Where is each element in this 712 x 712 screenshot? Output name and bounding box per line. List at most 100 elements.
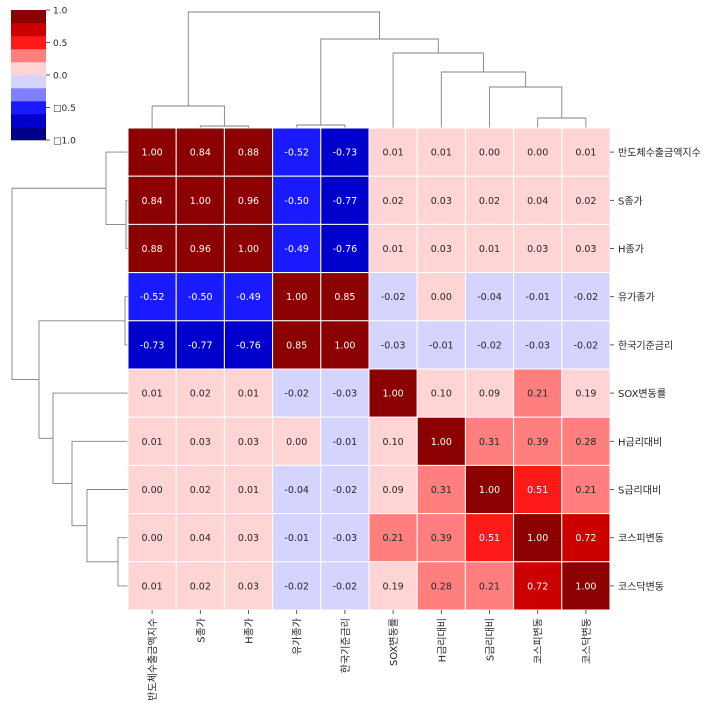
cell-value-label: 0.10 bbox=[431, 389, 452, 400]
cell-value-label: -0.02 bbox=[381, 292, 406, 303]
row-tick-label: H종가 bbox=[618, 244, 644, 256]
row-tick-label: SOX변동률 bbox=[618, 388, 666, 400]
heatmap-cell bbox=[320, 561, 370, 611]
column-dendrogram-link bbox=[320, 38, 439, 125]
cell-value-label: -0.50 bbox=[188, 292, 213, 303]
cell-value-label: 0.28 bbox=[431, 581, 452, 592]
cell-value-label: 0.85 bbox=[286, 340, 307, 351]
heatmap-cell bbox=[320, 223, 370, 274]
cell-value-label: 0.51 bbox=[527, 485, 548, 496]
cell-value-label: 0.96 bbox=[238, 196, 259, 207]
heatmap-cell bbox=[127, 320, 177, 370]
cell-value-label: 0.03 bbox=[431, 196, 452, 207]
column-tick-label: 유가종가 bbox=[292, 618, 304, 655]
cell-value-label: -0.76 bbox=[333, 244, 358, 255]
colorbar-segment bbox=[11, 49, 46, 63]
cell-value-label: -0.03 bbox=[333, 389, 358, 400]
row-tick-label: 한국기준금리 bbox=[618, 340, 673, 352]
cell-value-label: 0.01 bbox=[238, 389, 259, 400]
heatmap-cell bbox=[464, 320, 515, 370]
column-tick-label: S금리대비 bbox=[485, 618, 497, 661]
cell-value-label: -0.76 bbox=[236, 340, 261, 351]
heatmap-cell bbox=[464, 513, 515, 563]
heatmap-cell bbox=[513, 416, 563, 466]
cell-value-label: 0.03 bbox=[575, 244, 596, 255]
colorbar-segment bbox=[11, 23, 46, 37]
cell-value-label: 0.19 bbox=[383, 581, 404, 592]
cell-value-label: 0.88 bbox=[142, 244, 163, 255]
cell-value-label: 0.03 bbox=[190, 437, 211, 448]
heatmap-cell bbox=[561, 127, 611, 177]
colorbar-tick-label: 0.0 bbox=[53, 72, 68, 82]
colorbar-tick-label: 0.5 bbox=[53, 39, 67, 49]
cell-value-label: 0.28 bbox=[575, 437, 596, 448]
cell-value-label: -0.49 bbox=[236, 292, 261, 303]
heatmap-cell bbox=[127, 127, 177, 177]
colorbar-segment bbox=[11, 101, 46, 115]
column-dendrogram-link bbox=[489, 86, 563, 128]
heatmap-cell bbox=[416, 223, 466, 274]
cell-value-label: 0.00 bbox=[142, 533, 163, 544]
column-tick-label: 코스피변동 bbox=[533, 618, 545, 664]
column-dendrogram-link bbox=[537, 117, 587, 128]
cell-value-label: -0.73 bbox=[333, 148, 358, 159]
cell-value-label: -0.01 bbox=[333, 437, 358, 448]
heatmap-cell bbox=[272, 513, 322, 563]
cell-value-label: -0.77 bbox=[188, 340, 213, 351]
cell-value-label: 0.01 bbox=[142, 389, 163, 400]
heatmap-cell bbox=[175, 416, 225, 466]
heatmap-cell bbox=[416, 561, 466, 611]
row-dendrogram-link bbox=[117, 537, 128, 587]
cell-value-label: -0.04 bbox=[477, 292, 502, 303]
heatmap-cell bbox=[464, 223, 515, 274]
row-dendrogram bbox=[11, 151, 128, 587]
cell-value-label: 0.00 bbox=[286, 437, 307, 448]
cell-value-label: 1.00 bbox=[286, 292, 307, 303]
colorbar-segment bbox=[11, 36, 46, 50]
cell-value-label: 0.01 bbox=[383, 244, 404, 255]
cell-value-label: 0.02 bbox=[190, 485, 211, 496]
cell-value-label: 0.31 bbox=[479, 437, 500, 448]
heatmap-cell bbox=[223, 368, 274, 418]
cell-value-label: 0.01 bbox=[142, 437, 163, 448]
row-tick-label: 코스닥변동 bbox=[618, 581, 664, 593]
column-dendrogram-link bbox=[440, 71, 527, 128]
cell-value-label: 0.01 bbox=[431, 148, 452, 159]
heatmap-cell bbox=[561, 272, 611, 322]
heatmap-cell bbox=[175, 223, 225, 274]
heatmap-cell bbox=[272, 561, 322, 611]
heatmap-cell bbox=[368, 464, 418, 515]
column-tick-label: 코스닥변동 bbox=[581, 618, 593, 664]
heatmap-cell bbox=[320, 464, 370, 515]
heatmap-cell bbox=[320, 416, 370, 466]
row-dendrogram-link bbox=[52, 392, 128, 484]
cell-value-label: -0.02 bbox=[333, 485, 358, 496]
heatmap-cell bbox=[464, 175, 515, 225]
heatmap-cell bbox=[513, 223, 563, 274]
cell-value-label: 0.01 bbox=[142, 581, 163, 592]
cell-value-label: 1.00 bbox=[479, 485, 500, 496]
row-tick-label: 반도체수출금액지수 bbox=[618, 147, 701, 159]
cell-value-label: 0.39 bbox=[431, 533, 452, 544]
column-dendrogram-link bbox=[187, 11, 380, 106]
heatmap-cell bbox=[320, 320, 370, 370]
cell-value-label: -0.77 bbox=[333, 196, 358, 207]
cell-value-label: -0.02 bbox=[574, 340, 599, 351]
heatmap-cell bbox=[416, 416, 466, 466]
cell-value-label: 0.00 bbox=[431, 292, 452, 303]
column-tick-label: S종가 bbox=[195, 618, 207, 643]
cell-value-label: 0.03 bbox=[527, 244, 548, 255]
colorbar-segment bbox=[11, 127, 46, 141]
heatmap-cell bbox=[223, 561, 274, 611]
heatmap-cell bbox=[127, 175, 177, 225]
colorbar-segment bbox=[11, 114, 46, 128]
cell-value-label: 0.21 bbox=[383, 533, 404, 544]
colorbar-tick-label: 1.0 bbox=[53, 7, 68, 17]
heatmap-cell bbox=[175, 175, 225, 225]
cell-value-label: 1.00 bbox=[190, 196, 211, 207]
cell-value-label: -0.03 bbox=[381, 340, 406, 351]
cell-value-label: 0.31 bbox=[431, 485, 452, 496]
column-tick-label: H종가 bbox=[244, 618, 256, 644]
